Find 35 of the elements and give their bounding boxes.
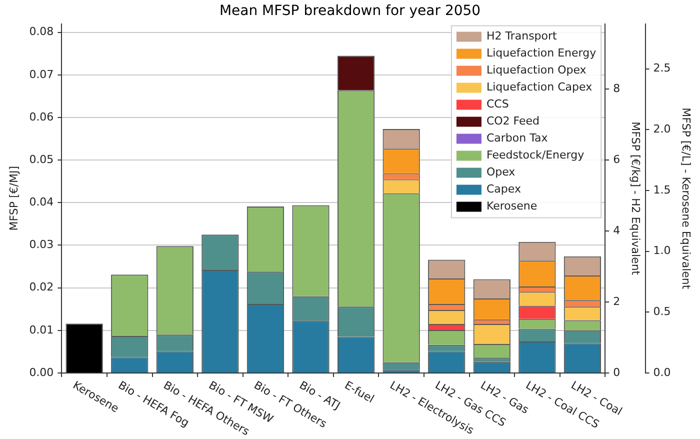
- legend-label: Liquefaction Energy: [486, 46, 597, 60]
- y3-tick-label: 0.0: [653, 366, 671, 379]
- y-tick-label: 0.02: [29, 280, 54, 294]
- y3-tick-label: 2.5: [653, 62, 671, 75]
- y2-tick-label: 8: [613, 82, 620, 95]
- y3-tick-label: 2.0: [653, 122, 671, 136]
- y-tick-label: 0.01: [29, 323, 54, 336]
- y-tick-label: 0.05: [29, 152, 54, 166]
- legend-label: Feedstock/Energy: [486, 148, 585, 162]
- y-tick-label: 0.00: [29, 366, 54, 379]
- y2-tick-label: 6: [613, 152, 620, 166]
- legend-label: CO2 Feed: [486, 114, 540, 128]
- y-tick-label: 0.06: [29, 110, 54, 124]
- legend-label: H2 Transport: [486, 30, 558, 43]
- legend-label: Opex: [486, 166, 516, 179]
- y3-tick-label: 1.0: [653, 244, 671, 258]
- legend-label: CCS: [486, 98, 509, 111]
- legend-label: Capex: [486, 182, 522, 196]
- y-tick-label: 0.08: [29, 25, 54, 38]
- y2-tick-label: 2: [613, 294, 620, 308]
- y3-tick-label: 1.5: [653, 183, 671, 196]
- y3-tick-label: 0.5: [653, 305, 671, 318]
- legend-label: Liquefaction Capex: [486, 80, 593, 94]
- y-tick-label: 0.03: [29, 238, 54, 252]
- y-tick-label: 0.04: [29, 196, 54, 209]
- legend-label: Carbon Tax: [486, 132, 548, 145]
- y3-axis-title: MFSP [€/L] - Kerosene Equivalent: [680, 108, 693, 290]
- chart-title: Mean MFSP breakdown for year 2050: [219, 3, 481, 20]
- y-tick-label: 0.07: [29, 68, 54, 81]
- legend-label: Liquefaction Opex: [486, 64, 587, 77]
- y2-tick-label: 0: [613, 366, 620, 379]
- y2-axis-title: MFSP [€/kg] - H2 Equivalent: [628, 122, 642, 276]
- y-axis-title: MFSP [€/MJ]: [7, 166, 20, 231]
- legend-label: Kerosene: [486, 200, 538, 213]
- y2-tick-label: 4: [613, 224, 620, 237]
